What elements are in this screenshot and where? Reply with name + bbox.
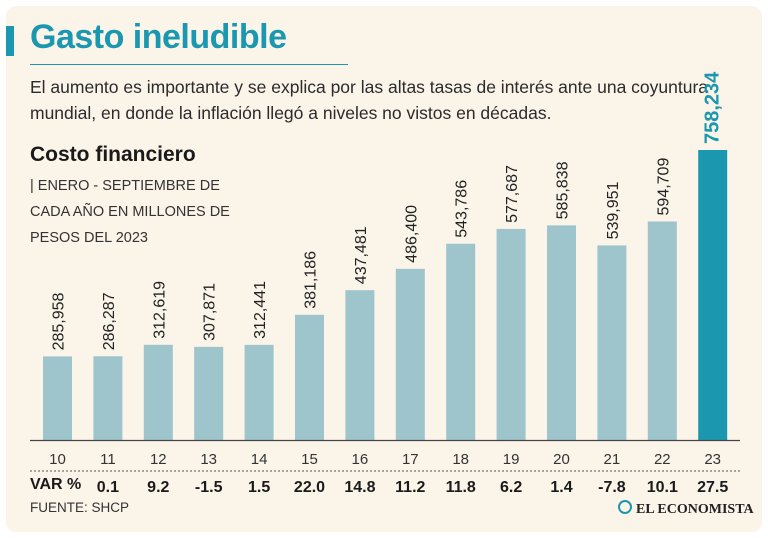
variation-13: -1.5 [195, 479, 223, 496]
bar-17 [395, 268, 425, 440]
value-label-11: 286,287 [101, 292, 118, 350]
page-title: Gasto ineludible [30, 18, 287, 56]
bar-14 [244, 344, 274, 440]
value-label-22: 594,709 [655, 158, 672, 216]
chart-subtitle: | ENERO - SEPTIEMBRE DE CADA AÑO EN MILLO… [30, 173, 260, 251]
category-label-11: 11 [100, 451, 116, 468]
value-label-15: 381,186 [303, 251, 320, 309]
page-subtitle: El aumento es importante y se explica po… [30, 77, 709, 123]
value-label-10: 285,958 [51, 292, 68, 350]
variation-15: 22.0 [294, 479, 325, 496]
category-label-10: 10 [49, 451, 66, 468]
variation-22: 10.1 [647, 479, 678, 496]
value-label-19: 577,687 [504, 165, 521, 223]
publisher-brand: EL ECONOMISTA [618, 500, 754, 518]
value-label-14: 312,441 [252, 281, 269, 339]
category-label-19: 19 [503, 451, 520, 468]
bar-15 [295, 314, 324, 440]
category-label-15: 15 [301, 451, 318, 468]
value-label-21: 539,951 [605, 181, 622, 239]
chart-title: Costo financiero [30, 143, 196, 166]
category-label-17: 17 [402, 451, 419, 468]
bar-19 [496, 228, 526, 440]
variation-11: 0.1 [97, 479, 119, 496]
brand-logo-icon [618, 500, 632, 514]
category-label-16: 16 [352, 451, 369, 468]
variation-17: 11.2 [395, 479, 425, 496]
variation-20: 1.4 [550, 479, 572, 496]
bar-10 [43, 356, 72, 440]
category-label-14: 14 [251, 451, 268, 468]
bar-13 [194, 346, 224, 440]
variation-19: 6.2 [500, 479, 522, 496]
variation-21: -7.8 [598, 479, 626, 496]
value-label-20: 585,838 [555, 161, 572, 219]
chart-subtitle-text: ENERO - SEPTIEMBRE DE CADA AÑO EN MILLON… [30, 178, 230, 246]
variation-14: 1.5 [248, 479, 270, 496]
category-label-21: 21 [604, 451, 621, 468]
category-label-22: 22 [654, 451, 671, 468]
value-label-23: 758,234 [702, 71, 724, 144]
value-label-12: 312,619 [151, 281, 168, 339]
category-label-13: 13 [200, 451, 217, 468]
brand-name: EL ECONOMISTA [636, 502, 754, 517]
variation-18: 11.8 [446, 479, 476, 496]
category-label-18: 18 [452, 451, 469, 468]
title-accent-bar [6, 26, 14, 56]
source-note: FUENTE: SHCP [30, 500, 130, 515]
value-label-16: 437,481 [353, 226, 370, 284]
value-label-17: 486,400 [403, 205, 420, 263]
subtitle-pipe: | [30, 178, 34, 194]
value-label-13: 307,871 [202, 283, 219, 341]
category-label-23: 23 [704, 451, 721, 468]
bar-20 [547, 225, 576, 440]
category-label-12: 12 [150, 451, 167, 468]
bar-12 [143, 344, 173, 440]
category-label-20: 20 [553, 451, 570, 468]
bar-18 [446, 243, 476, 440]
variation-16: 14.8 [344, 479, 375, 496]
variation-12: 9.2 [147, 479, 169, 496]
variation-23: 27.5 [697, 479, 728, 496]
value-label-18: 543,786 [454, 180, 471, 238]
bar-21 [597, 245, 627, 440]
variation-row-label: VAR % [30, 476, 82, 493]
bar-23 [698, 150, 728, 440]
bar-16 [345, 290, 375, 440]
bar-11 [93, 356, 123, 440]
bar-22 [647, 221, 677, 440]
title-underline [30, 64, 348, 65]
infographic-card [6, 6, 762, 532]
